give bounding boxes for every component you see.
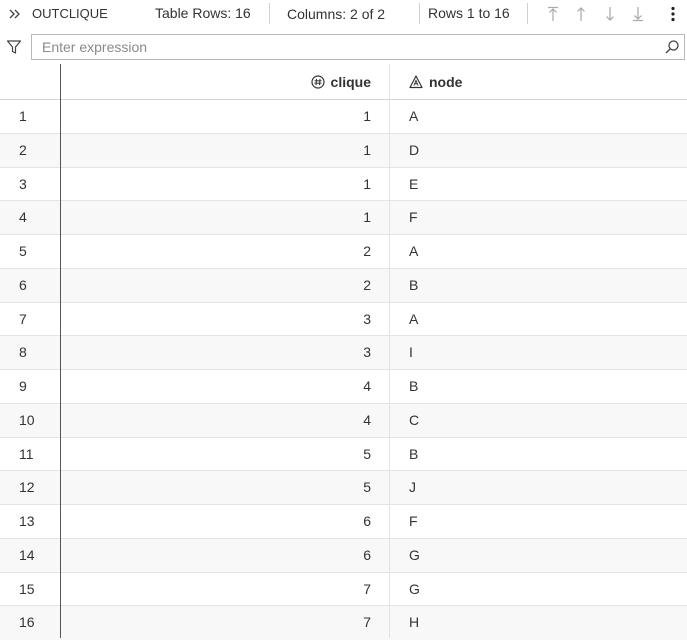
double-chevron-right-icon[interactable]: [8, 7, 22, 21]
cell-clique[interactable]: 1: [363, 209, 371, 226]
table-row[interactable]: 6 2 B: [0, 268, 687, 303]
row-number: 2: [19, 141, 27, 158]
cell-node[interactable]: D: [409, 141, 420, 158]
next-page-icon[interactable]: [601, 4, 619, 24]
cell-node[interactable]: J: [409, 479, 416, 496]
cell-clique[interactable]: 4: [363, 378, 371, 394]
row-number-header: [0, 64, 61, 100]
column-header-clique[interactable]: clique: [61, 64, 371, 100]
row-number: 6: [19, 276, 27, 293]
cell-node[interactable]: E: [409, 175, 419, 192]
cell-node[interactable]: F: [409, 209, 418, 226]
cell-node[interactable]: F: [409, 513, 418, 529]
toolbar-divider: [527, 3, 528, 24]
cell-node[interactable]: B: [409, 378, 419, 394]
cell-clique[interactable]: 3: [363, 344, 371, 361]
table-row[interactable]: 1 1 A: [0, 100, 687, 134]
table-row[interactable]: 8 3 I: [0, 336, 687, 370]
table-row[interactable]: 12 5 J: [0, 471, 687, 505]
more-vertical-icon[interactable]: [666, 4, 680, 24]
cell-node[interactable]: I: [409, 344, 413, 361]
cell-clique[interactable]: 7: [363, 580, 371, 597]
row-header-divider: [60, 64, 61, 638]
cell-node[interactable]: A: [409, 108, 419, 124]
row-number: 14: [19, 546, 35, 563]
numeric-column-icon: [310, 75, 325, 89]
grid-header-row: clique node: [0, 64, 687, 100]
last-page-icon[interactable]: [629, 4, 647, 24]
toolbar-divider: [419, 3, 420, 24]
filter-expression-input[interactable]: [32, 35, 652, 59]
column-divider: [389, 64, 390, 638]
cell-clique[interactable]: 3: [363, 310, 371, 327]
table-row[interactable]: 3 1 E: [0, 168, 687, 202]
row-number: 16: [19, 614, 35, 631]
cell-node[interactable]: C: [409, 411, 420, 428]
cell-node[interactable]: B: [409, 276, 419, 293]
row-number: 8: [19, 344, 27, 361]
row-number: 3: [19, 175, 27, 192]
table-row[interactable]: 13 6 F: [0, 505, 687, 539]
table-row[interactable]: 2 1 D: [0, 133, 687, 168]
row-number: 4: [19, 209, 27, 226]
table-row[interactable]: 14 6 G: [0, 538, 687, 573]
previous-page-icon[interactable]: [572, 4, 590, 24]
table-row[interactable]: 5 2 A: [0, 235, 687, 269]
first-page-icon[interactable]: [544, 4, 562, 24]
table-row[interactable]: 16 7 H: [0, 606, 687, 640]
cell-clique[interactable]: 6: [363, 513, 371, 529]
table-row[interactable]: 4 1 F: [0, 201, 687, 235]
cell-node[interactable]: A: [409, 310, 419, 327]
cell-clique[interactable]: 4: [363, 411, 371, 428]
cell-clique[interactable]: 1: [363, 175, 371, 192]
cell-node[interactable]: B: [409, 445, 419, 462]
row-number: 9: [19, 378, 27, 394]
cell-clique[interactable]: 5: [363, 445, 371, 462]
toolbar-divider: [269, 3, 270, 24]
cell-clique[interactable]: 1: [363, 141, 371, 158]
column-header-label: clique: [330, 74, 371, 90]
column-header-label: node: [429, 74, 463, 90]
row-number: 5: [19, 243, 27, 259]
cell-clique[interactable]: 6: [363, 546, 371, 563]
cell-node[interactable]: G: [409, 580, 420, 597]
cell-clique[interactable]: 2: [363, 276, 371, 293]
cell-clique[interactable]: 2: [363, 243, 371, 259]
filter-bar: [0, 34, 687, 62]
filter-icon[interactable]: [6, 39, 22, 55]
row-number: 13: [19, 513, 35, 529]
cell-node[interactable]: G: [409, 546, 420, 563]
column-header-node[interactable]: node: [409, 64, 669, 100]
row-number: 11: [19, 445, 34, 462]
character-column-icon: [409, 75, 423, 89]
cell-node[interactable]: H: [409, 614, 420, 631]
table-rows-count: Table Rows: 16: [155, 5, 251, 21]
data-grid: clique node 1 1 A 2 1 D 3 1 E: [0, 64, 687, 640]
filter-expression-box: [31, 34, 685, 60]
row-number: 7: [19, 310, 27, 327]
table-row[interactable]: 9 4 B: [0, 370, 687, 404]
rows-range: Rows 1 to 16: [428, 5, 510, 21]
table-toolbar: OUTCLIQUE Table Rows: 16 Columns: 2 of 2…: [0, 0, 687, 30]
search-icon[interactable]: [664, 39, 680, 55]
cell-clique[interactable]: 5: [363, 479, 371, 496]
cell-clique[interactable]: 7: [363, 614, 371, 631]
table-row[interactable]: 7 3 A: [0, 303, 687, 337]
row-number: 15: [19, 580, 35, 597]
table-row[interactable]: 15 7 G: [0, 573, 687, 607]
table-name: OUTCLIQUE: [32, 6, 108, 21]
row-number: 10: [19, 411, 35, 428]
grid-body: 1 1 A 2 1 D 3 1 E 4 1 F 5 2 A 6 2 B: [0, 100, 687, 640]
cell-node[interactable]: A: [409, 243, 419, 259]
table-row[interactable]: 10 4 C: [0, 403, 687, 438]
cell-clique[interactable]: 1: [363, 108, 371, 124]
columns-info: Columns: 2 of 2: [287, 6, 386, 22]
table-row[interactable]: 11 5 B: [0, 438, 687, 472]
row-number: 1: [19, 108, 27, 124]
row-number: 12: [19, 479, 35, 496]
